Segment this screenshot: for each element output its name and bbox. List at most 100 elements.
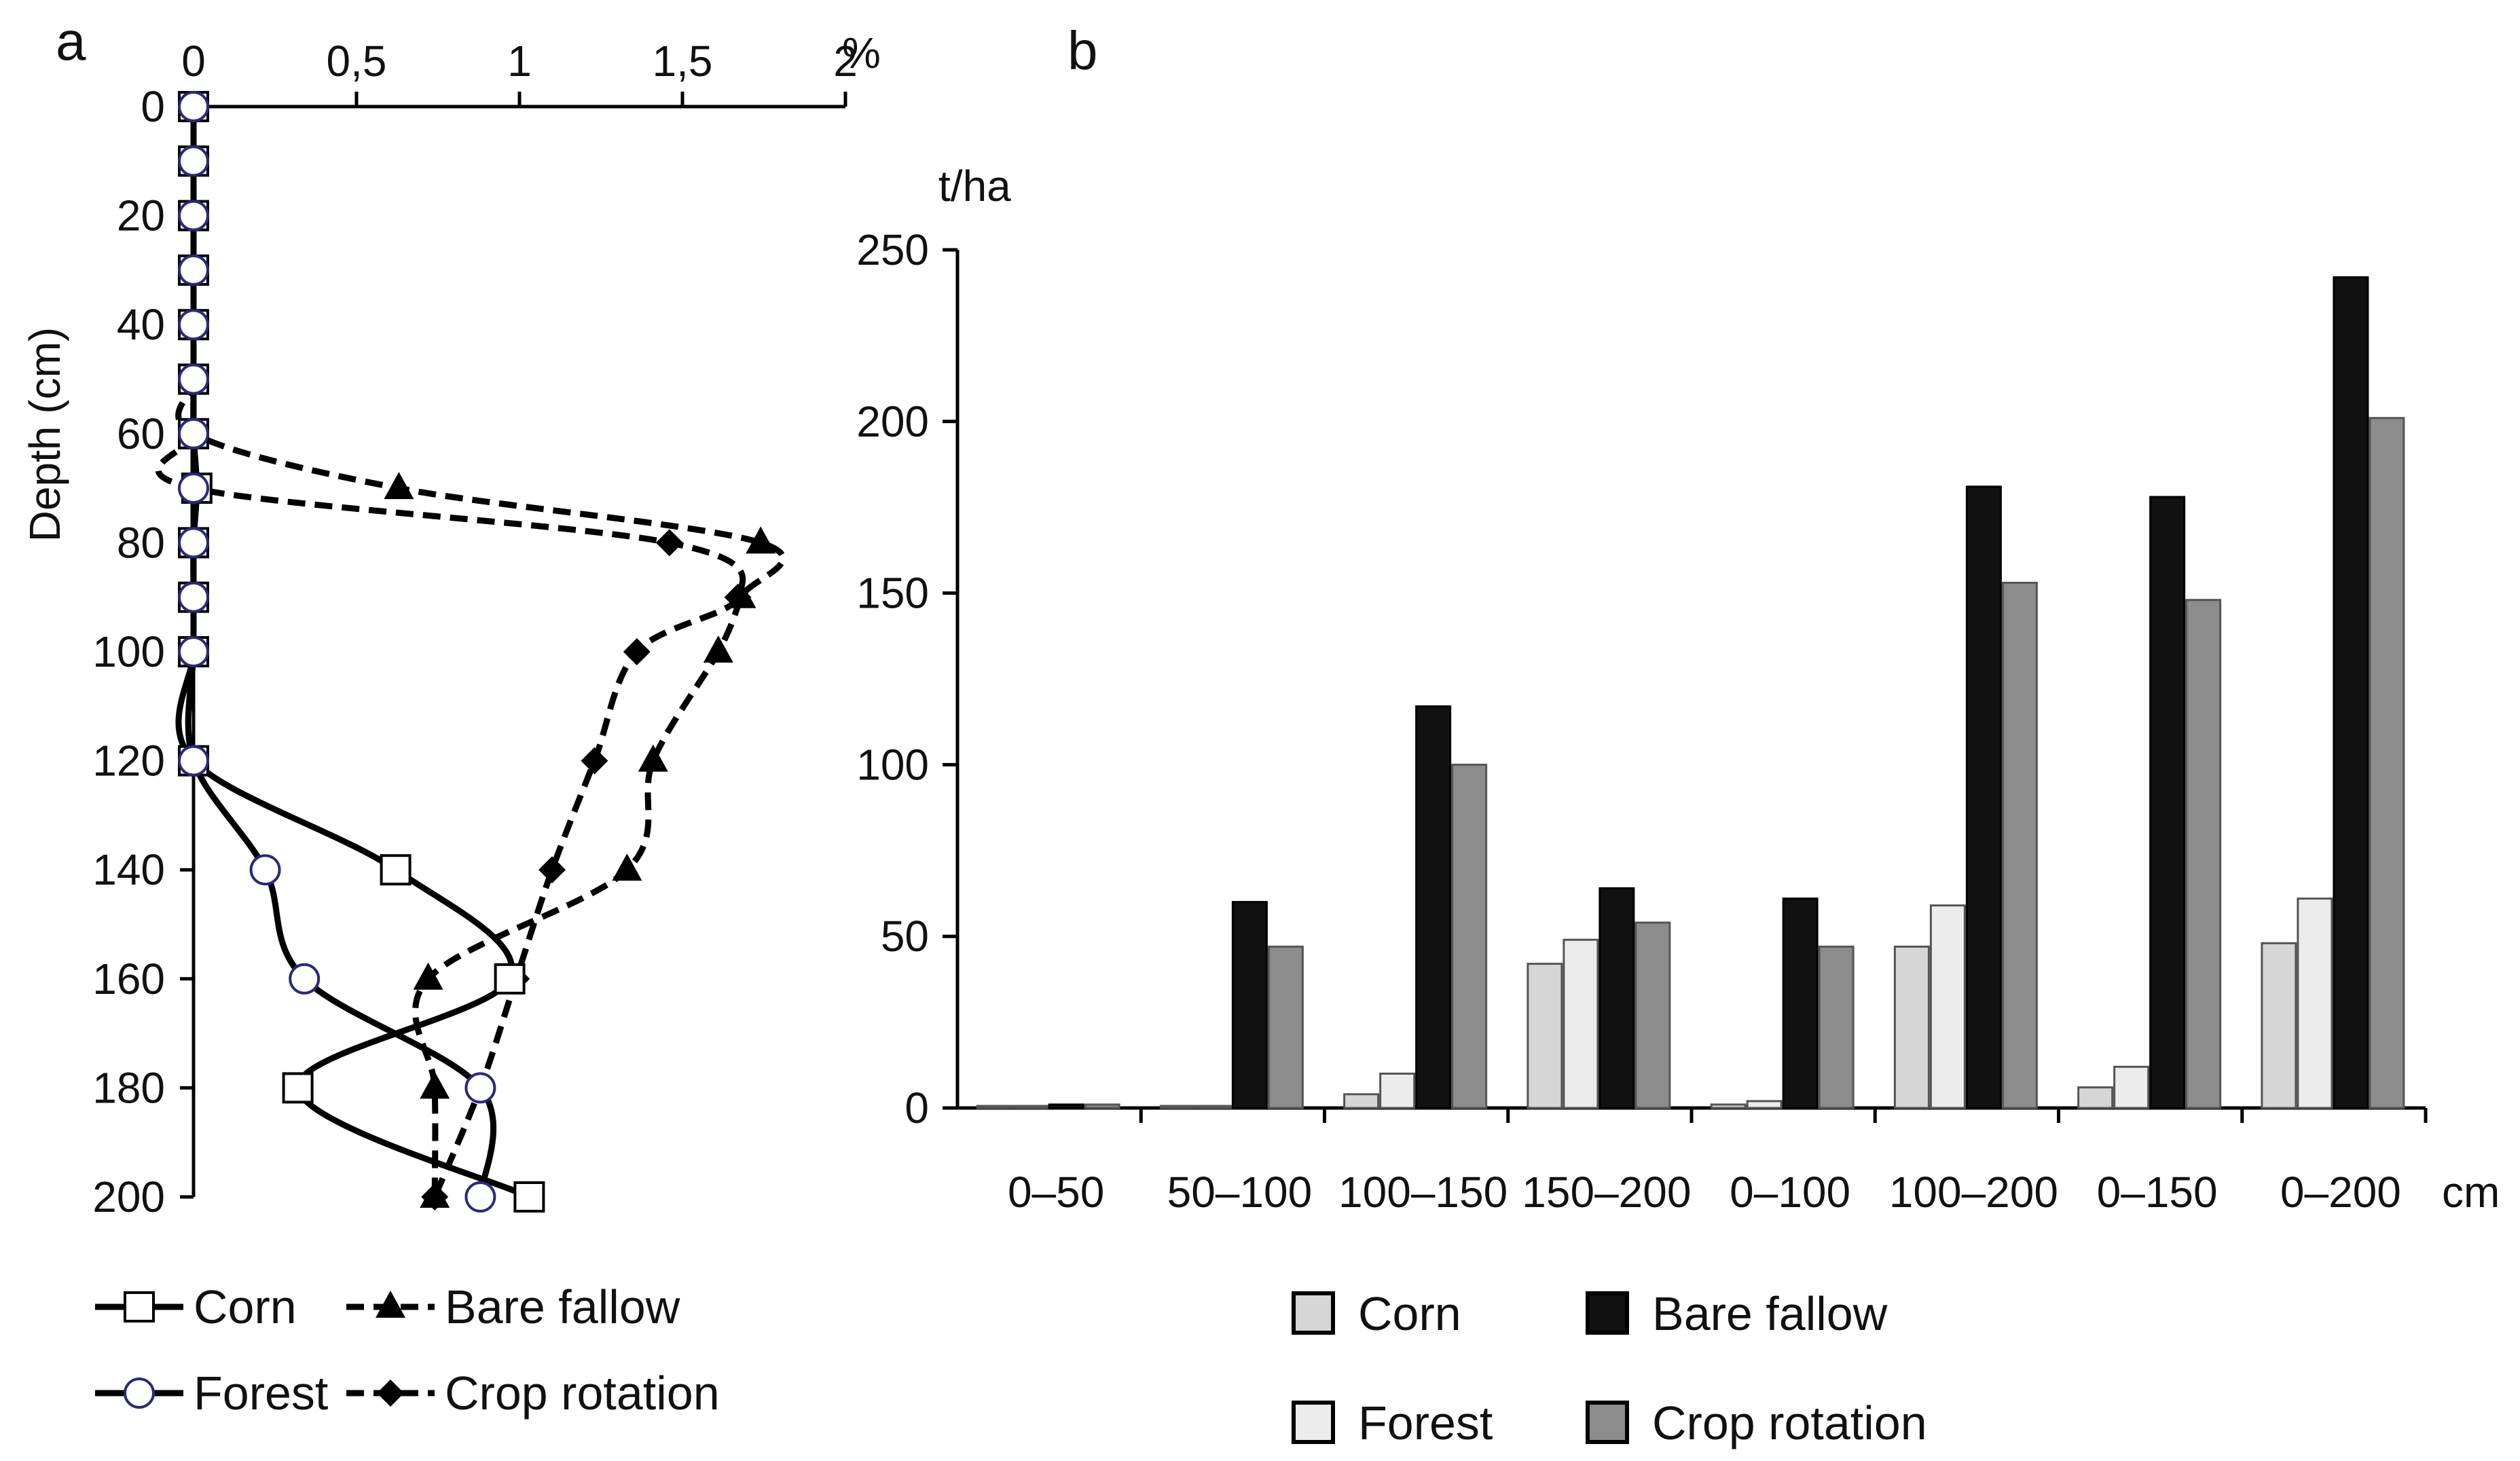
panel-b-y-tick-label: 100: [856, 740, 929, 789]
panel-a-point-crop-rotation: [623, 638, 651, 665]
panel-a-point-forest: [178, 473, 209, 504]
panel-a-point-crop-rotation: [655, 529, 683, 557]
legend-b-label-crop-rotation: Crop rotation: [1652, 1397, 1927, 1449]
legend-b-label-forest: Forest: [1358, 1397, 1493, 1449]
panel-b-x-tick-label: 0–50: [1008, 1168, 1104, 1217]
panel-a-y-tick-label: 20: [117, 191, 165, 240]
panel-b-y-tick-label: 150: [856, 569, 929, 618]
panel-b-y-tick-label: 50: [881, 912, 929, 961]
panel-a-point-forest: [178, 636, 209, 667]
panel-b-x-tick-label: 0–100: [1730, 1168, 1850, 1217]
panel-b-y-tick-label: 200: [856, 397, 929, 446]
panel-a-point-corn: [380, 854, 412, 886]
bar-crop-rotation-150-200: [1635, 921, 1671, 1109]
bar-crop-rotation-0-100: [1818, 945, 1855, 1109]
bar-corn-0-200: [2261, 942, 2297, 1109]
panel-a-y-tick-label: 40: [117, 300, 165, 349]
panel-b-x-tick-label: 100–150: [1338, 1168, 1508, 1217]
panel-a-line-forest: [185, 107, 497, 1198]
panel-a-point-forest: [178, 91, 209, 122]
panel-a-point-forest: [178, 145, 209, 177]
panel-a-legend: Corn Bare fallow Forest Crop rotation: [95, 1280, 720, 1420]
legend-a-marker-bare-fallow: [376, 1291, 405, 1318]
panel-a-point-crop-rotation: [538, 856, 566, 884]
panel-a-y-tick-label: 60: [117, 409, 165, 458]
legend-a-marker-crop-rotation: [377, 1380, 404, 1407]
bar-corn-0-50: [976, 1105, 1012, 1109]
bar-corn-100-200: [1893, 945, 1930, 1109]
legend-b-swatch-crop-rotation: [1586, 1401, 1629, 1444]
bar-corn-150-200: [1527, 963, 1563, 1109]
bar-corn-50-100: [1159, 1105, 1196, 1109]
panel-a-point-forest: [178, 254, 209, 286]
panel-a-y-tick-label: 140: [92, 845, 165, 894]
panel-a-point-corn: [282, 1072, 314, 1104]
panel-a-point-forest: [178, 309, 209, 341]
panel-a-y-tick-label: 180: [92, 1063, 165, 1112]
panel-a-point-forest: [178, 527, 209, 559]
bar-corn-0-150: [2077, 1086, 2114, 1109]
bar-bare-fallow-0-150: [2149, 496, 2186, 1109]
legend-a-label-corn: Corn: [194, 1280, 297, 1333]
panel-a-point-bare-fallow: [612, 853, 642, 881]
panel-a-point-bare-fallow: [703, 635, 733, 663]
bar-forest-100-150: [1379, 1072, 1416, 1109]
bar-forest-0-100: [1746, 1100, 1783, 1109]
panel-a-x-tick-label: 1: [507, 37, 532, 86]
legend-a-label-crop-rotation: Crop rotation: [445, 1367, 720, 1420]
panel-b-y-ticks: 0 50 100 150 200 250: [856, 225, 957, 1132]
panel-a-x-tick-label: 1,5: [653, 37, 713, 86]
panel-a-line-bare-fallow: [175, 107, 786, 1198]
panel-b-x-tick-label: 100–200: [1889, 1168, 2058, 1217]
panel-b-x-tick-label: 0–200: [2280, 1168, 2401, 1217]
bar-bare-fallow-0-100: [1782, 898, 1819, 1109]
panel-a-point-forest: [178, 745, 209, 777]
panel-a-x-tick-label: 2: [833, 37, 858, 86]
legend-a-marker-corn: [124, 1291, 155, 1323]
panel-a-y-axis-title: Depth (cm): [20, 327, 69, 542]
panel-a-x-unit: %: [842, 29, 881, 77]
panel-b-legend: Corn Bare fallow Forest Crop rotation: [1292, 1287, 1927, 1449]
bar-crop-rotation-0-50: [1084, 1103, 1120, 1109]
panel-b-x-tick-label: 150–200: [1522, 1168, 1691, 1217]
panel-a-point-bare-fallow: [420, 1071, 450, 1099]
panel-a-point-bare-fallow: [384, 472, 414, 500]
bar-crop-rotation-100-150: [1451, 763, 1488, 1109]
panel-a-y-tick-label: 200: [92, 1172, 165, 1221]
bar-bare-fallow-100-200: [1965, 485, 2002, 1109]
bar-crop-rotation-0-150: [2185, 599, 2222, 1109]
panel-a-y-tick-label: 0: [141, 82, 165, 131]
panel-a-point-forest: [178, 200, 209, 232]
panel-a-point-forest: [464, 1181, 496, 1213]
bar-forest-0-50: [1012, 1105, 1048, 1109]
panel-a-point-forest: [289, 963, 321, 995]
bar-forest-100-200: [1929, 904, 1966, 1109]
panel-b-y-tick-label: 0: [905, 1084, 929, 1132]
bar-bare-fallow-100-150: [1415, 705, 1452, 1109]
panel-b-bars: [976, 276, 2405, 1109]
panel-a-y-tick-label: 120: [92, 737, 165, 785]
panel-a-point-corn: [494, 963, 526, 995]
legend-b-swatch-forest: [1292, 1401, 1335, 1444]
panel-a-point-bare-fallow: [638, 744, 668, 772]
panel-a-point-bare-fallow: [746, 526, 776, 554]
bar-forest-0-150: [2113, 1065, 2150, 1109]
bar-bare-fallow-50-100: [1231, 901, 1268, 1109]
panel-b-bar-chart: b t/ha 0 50 100 150 200 250 0–50 50–100 100–150…: [856, 20, 2500, 1449]
bar-bare-fallow-0-50: [1048, 1103, 1084, 1109]
panel-a-axes: [191, 105, 845, 1197]
bar-crop-rotation-100-200: [2001, 581, 2038, 1109]
panel-a-point-forest: [249, 854, 281, 886]
panel-a-line-corn: [175, 107, 531, 1200]
bar-corn-100-150: [1343, 1093, 1380, 1109]
legend-b-swatch-corn: [1292, 1291, 1335, 1335]
panel-a-point-crop-rotation: [421, 1183, 449, 1210]
legend-b-swatch-bare-fallow: [1586, 1291, 1629, 1335]
panel-a-x-ticks: 0 0,5 1 1,5 2: [181, 37, 858, 107]
panel-a-point-crop-rotation: [724, 583, 752, 611]
bar-forest-50-100: [1195, 1105, 1232, 1109]
panel-a-x-tick-label: 0: [181, 37, 206, 86]
panel-a-point-forest: [178, 418, 209, 449]
bar-forest-150-200: [1563, 938, 1599, 1109]
panel-b-x-unit: cm: [2442, 1168, 2500, 1217]
